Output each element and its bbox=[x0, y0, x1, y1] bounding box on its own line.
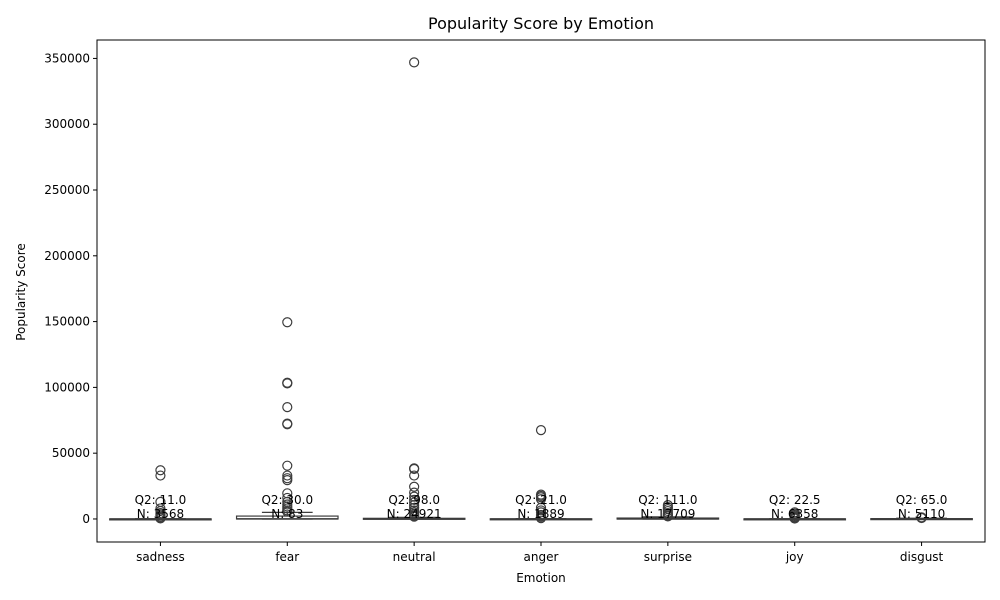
annotation-median: Q2: 22.5 bbox=[769, 493, 821, 507]
annotation-median: Q2: 30.0 bbox=[261, 493, 313, 507]
annotation-median: Q2: 98.0 bbox=[388, 493, 440, 507]
annotation-median: Q2: 21.0 bbox=[515, 493, 567, 507]
x-tick-label: neutral bbox=[393, 550, 436, 564]
y-tick-label: 250000 bbox=[44, 183, 90, 197]
x-tick-label: disgust bbox=[900, 550, 944, 564]
x-axis-label: Emotion bbox=[516, 571, 566, 585]
annotation-median: Q2: 65.0 bbox=[896, 493, 948, 507]
x-tick-label: surprise bbox=[644, 550, 692, 564]
box-disgust: Q2: 65.0N: 5110 bbox=[870, 493, 973, 524]
annotation-count: N: 83 bbox=[271, 507, 303, 521]
outlier-point bbox=[155, 470, 166, 481]
y-tick-label: 100000 bbox=[44, 380, 90, 394]
outlier-point bbox=[282, 475, 293, 486]
x-tick-label: joy bbox=[785, 550, 804, 564]
annotation-count: N: 3568 bbox=[137, 507, 184, 521]
annotation-count: N: 6358 bbox=[771, 507, 818, 521]
y-tick-label: 0 bbox=[82, 512, 90, 526]
outlier-point bbox=[535, 425, 547, 436]
outlier-point bbox=[282, 419, 293, 430]
box-joy: Q2: 22.5N: 6358 bbox=[743, 493, 847, 524]
y-tick-label: 350000 bbox=[44, 51, 90, 65]
y-tick-label: 300000 bbox=[44, 117, 90, 131]
outlier-point bbox=[282, 402, 293, 413]
outlier-point bbox=[409, 57, 420, 68]
y-axis-label: Popularity Score bbox=[14, 243, 28, 341]
x-tick-label: fear bbox=[275, 550, 299, 564]
y-tick-label: 200000 bbox=[44, 249, 90, 263]
annotation-median: Q2: 111.0 bbox=[638, 493, 697, 507]
chart-title: Popularity Score by Emotion bbox=[428, 14, 654, 33]
box-fear: Q2: 30.0N: 83 bbox=[235, 317, 339, 521]
outlier-point bbox=[409, 463, 420, 475]
x-tick-label: sadness bbox=[136, 550, 185, 564]
annotation-median: Q2: 11.0 bbox=[135, 493, 187, 507]
outlier-point bbox=[155, 465, 166, 476]
outlier-point bbox=[282, 378, 293, 389]
annotation-count: N: 5110 bbox=[898, 507, 945, 521]
outlier-point bbox=[409, 487, 420, 498]
plot-area: 0 50000 100000 150000 200000 250000 300000 3500… bbox=[44, 39, 986, 564]
box-surprise: Q2: 111.0N: 17709 bbox=[616, 493, 720, 522]
annotation-count: N: 1889 bbox=[517, 507, 564, 521]
outlier-point bbox=[282, 317, 293, 328]
outlier-point bbox=[409, 481, 420, 492]
box-anger: Q2: 21.0N: 1889 bbox=[489, 425, 593, 524]
outlier-point bbox=[409, 511, 420, 522]
outlier-point bbox=[535, 507, 547, 518]
box-neutral: Q2: 98.0N: 24921 bbox=[362, 57, 466, 522]
x-tick-label: anger bbox=[524, 550, 559, 564]
outlier-point bbox=[282, 470, 293, 481]
box-sadness: Q2: 11.0N: 3568 bbox=[109, 465, 212, 524]
y-tick-label: 50000 bbox=[52, 446, 90, 460]
annotation-count: N: 24921 bbox=[387, 507, 442, 521]
axes-frame bbox=[96, 39, 986, 543]
outlier-point bbox=[409, 497, 420, 508]
y-tick-label: 150000 bbox=[44, 315, 90, 329]
outlier-point bbox=[409, 494, 420, 505]
annotation-count: N: 17709 bbox=[640, 507, 695, 521]
outlier-point bbox=[409, 470, 420, 481]
outlier-point bbox=[282, 460, 293, 471]
